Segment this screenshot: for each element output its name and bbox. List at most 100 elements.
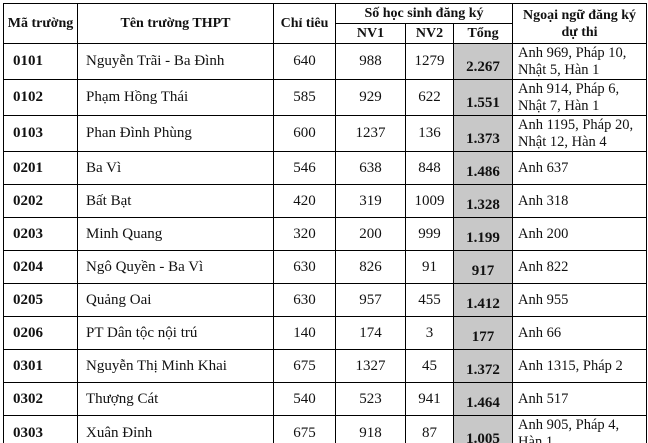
nv2-cell: 622 [405,79,454,116]
school-name-cell: Bất Bạt [77,184,274,218]
header-foreign-language: Ngoại ngữ đăng ký dự thi [512,3,648,44]
school-name-cell: PT Dân tộc nội trú [77,316,274,350]
school-name-cell: Quảng Oai [77,283,274,317]
table-row: 0205 Quảng Oai 630 957 455 1.412 Anh 955 [3,283,648,317]
languages-cell: Anh 955 [512,283,648,317]
nv1-cell: 1327 [335,349,406,383]
table-row: 0101 Nguyễn Trãi - Ba Đình 640 988 1279 … [3,43,648,80]
quota-cell: 585 [273,79,336,116]
table-row: 0203 Minh Quang 320 200 999 1.199 Anh 20… [3,217,648,251]
languages-cell: Anh 517 [512,382,648,416]
header-quota: Chỉ tiêu [273,3,336,44]
table-row: 0303 Xuân Đỉnh 675 918 87 1.005 Anh 905,… [3,415,648,443]
school-code-cell: 0202 [3,184,78,218]
table-body: 0101 Nguyễn Trãi - Ba Đình 640 988 1279 … [3,43,648,443]
languages-cell: Anh 66 [512,316,648,350]
table-row: 0202 Bất Bạt 420 319 1009 1.328 Anh 318 [3,184,648,218]
table-row: 0206 PT Dân tộc nội trú 140 174 3 177 An… [3,316,648,350]
languages-cell: Anh 914, Pháp 6, Nhật 7, Hàn 1 [512,79,648,116]
header-row-sub: NV1 NV2 Tổng [4,23,647,44]
languages-cell: Anh 1195, Pháp 20, Nhật 12, Hàn 4 [512,115,648,152]
nv2-cell: 1279 [405,43,454,80]
nv2-cell: 1009 [405,184,454,218]
total-cell: 177 [452,316,514,350]
languages-cell: Anh 905, Pháp 4, Hàn 1 [512,415,648,443]
quota-cell: 420 [273,184,336,218]
total-cell: 1.373 [452,115,514,152]
total-cell: 1.486 [452,151,514,185]
school-name-cell: Thượng Cát [77,382,274,416]
total-cell: 1.412 [452,283,514,317]
school-code-cell: 0201 [3,151,78,185]
nv1-cell: 918 [335,415,406,443]
school-code-cell: 0303 [3,415,78,443]
quota-cell: 630 [273,250,336,284]
table-row: 0301 Nguyễn Thị Minh Khai 675 1327 45 1.… [3,349,648,383]
school-code-cell: 0301 [3,349,78,383]
total-cell: 1.199 [452,217,514,251]
nv2-cell: 87 [405,415,454,443]
nv2-cell: 91 [405,250,454,284]
total-cell: 1.464 [452,382,514,416]
quota-cell: 675 [273,349,336,383]
header-total: Tổng [452,23,514,44]
quota-cell: 630 [273,283,336,317]
languages-cell: Anh 822 [512,250,648,284]
school-code-cell: 0203 [3,217,78,251]
table-row: 0102 Phạm Hồng Thái 585 929 622 1.551 An… [3,79,648,116]
quota-cell: 675 [273,415,336,443]
nv2-cell: 999 [405,217,454,251]
table-row: 0103 Phan Đình Phùng 600 1237 136 1.373 … [3,115,648,152]
nv1-cell: 523 [335,382,406,416]
nv2-cell: 455 [405,283,454,317]
school-code-cell: 0103 [3,115,78,152]
table-header: Mã trường Tên trường THPT Chỉ tiêu Số họ… [3,3,648,44]
total-cell: 1.005 [452,415,514,443]
languages-cell: Anh 969, Pháp 10, Nhật 5, Hàn 1 [512,43,648,80]
total-cell: 2.267 [452,43,514,80]
nv1-cell: 200 [335,217,406,251]
nv2-cell: 45 [405,349,454,383]
nv2-cell: 941 [405,382,454,416]
school-name-cell: Ba Vì [77,151,274,185]
nv2-cell: 848 [405,151,454,185]
languages-cell: Anh 637 [512,151,648,185]
school-code-cell: 0204 [3,250,78,284]
nv2-cell: 136 [405,115,454,152]
school-code-cell: 0302 [3,382,78,416]
school-name-cell: Phạm Hồng Thái [77,79,274,116]
nv1-cell: 929 [335,79,406,116]
nv1-cell: 1237 [335,115,406,152]
nv1-cell: 638 [335,151,406,185]
enrollment-table: Mã trường Tên trường THPT Chỉ tiêu Số họ… [3,3,648,443]
quota-cell: 320 [273,217,336,251]
school-code-cell: 0102 [3,79,78,116]
school-code-cell: 0206 [3,316,78,350]
languages-cell: Anh 1315, Pháp 2 [512,349,648,383]
school-name-cell: Minh Quang [77,217,274,251]
nv1-cell: 988 [335,43,406,80]
header-row-top: Mã trường Tên trường THPT Chỉ tiêu Số họ… [3,3,648,44]
header-nv1: NV1 [335,23,406,44]
table-row: 0204 Ngô Quyền - Ba Vì 630 826 91 917 An… [3,250,648,284]
nv1-cell: 319 [335,184,406,218]
nv2-cell: 3 [405,316,454,350]
header-school-code: Mã trường [3,3,78,44]
header-nv2: NV2 [405,23,454,44]
table-row: 0302 Thượng Cát 540 523 941 1.464 Anh 51… [3,382,648,416]
quota-cell: 546 [273,151,336,185]
total-cell: 1.328 [452,184,514,218]
school-code-cell: 0101 [3,43,78,80]
languages-cell: Anh 200 [512,217,648,251]
school-name-cell: Nguyễn Trãi - Ba Đình [77,43,274,80]
school-code-cell: 0205 [3,283,78,317]
table-row: 0201 Ba Vì 546 638 848 1.486 Anh 637 [3,151,648,185]
nv1-cell: 957 [335,283,406,317]
total-cell: 917 [452,250,514,284]
quota-cell: 140 [273,316,336,350]
total-cell: 1.372 [452,349,514,383]
quota-cell: 640 [273,43,336,80]
header-school-name: Tên trường THPT [77,3,274,44]
total-cell: 1.551 [452,79,514,116]
